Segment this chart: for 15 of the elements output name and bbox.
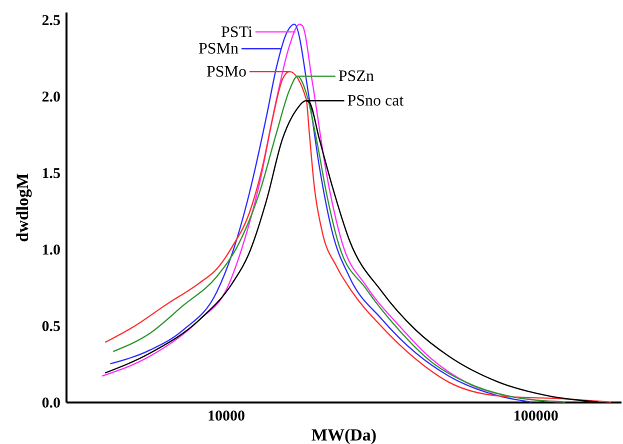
annotation: PSMn bbox=[198, 40, 238, 58]
x-axis-title: MW(Da) bbox=[311, 426, 377, 444]
y-axis-title: dwdlogM bbox=[12, 173, 32, 242]
y-tick-label: 1.0 bbox=[42, 242, 60, 259]
y-tick-label: 1.5 bbox=[42, 166, 60, 182]
annotation: PSno cat bbox=[347, 92, 404, 110]
x-tick-label: 100000 bbox=[513, 408, 558, 424]
y-tick-label: 0.5 bbox=[42, 319, 60, 336]
y-tick-label: 2.0 bbox=[42, 90, 60, 106]
annotation: PSMo bbox=[206, 64, 246, 81]
y-tick-label: 2.5 bbox=[42, 13, 60, 30]
y-tick-label: 0.0 bbox=[42, 396, 60, 412]
annotation: PSZn bbox=[338, 68, 374, 86]
annotation: PSTi bbox=[221, 24, 254, 41]
x-tick-label: 10000 bbox=[207, 408, 245, 424]
